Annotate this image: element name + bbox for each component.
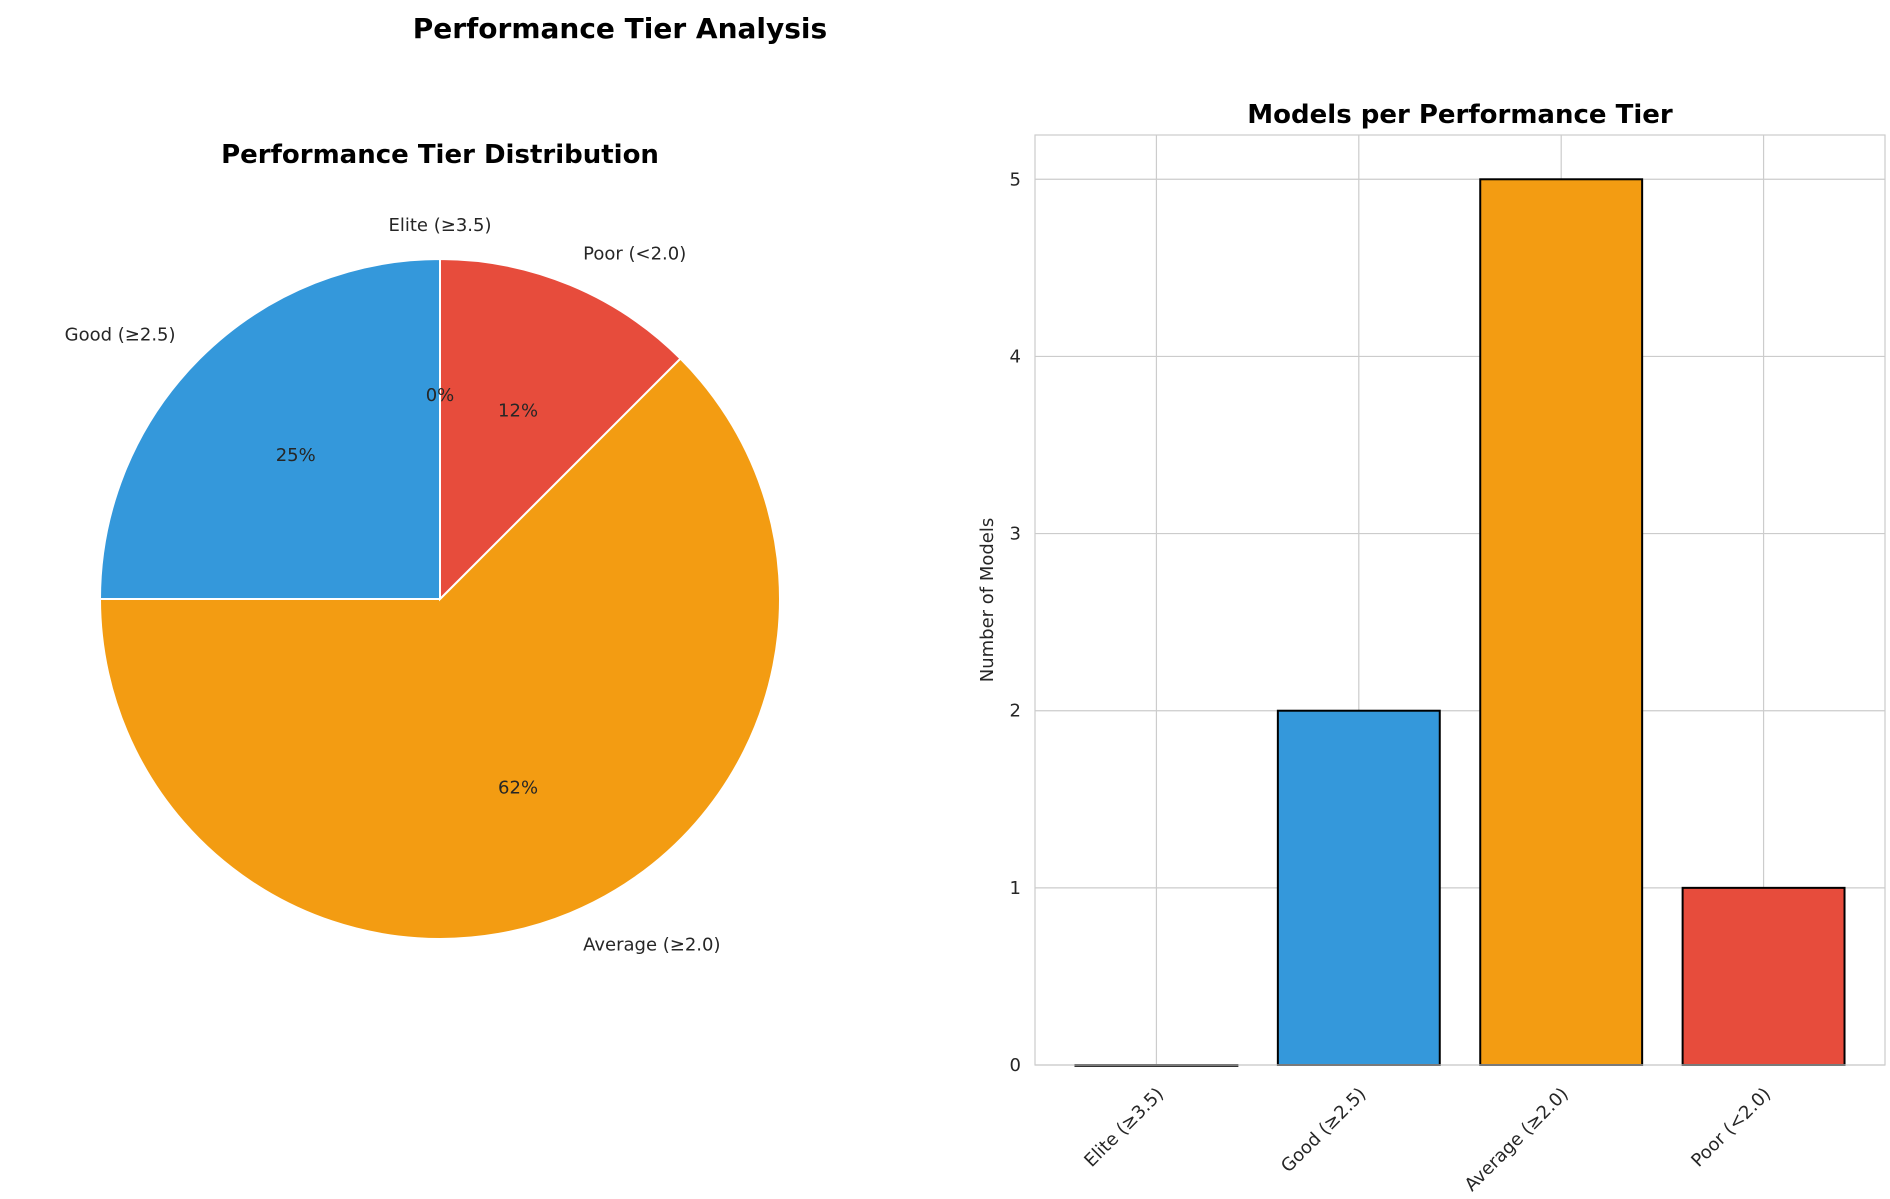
pie-label-elite-3-5: Elite (≥3.5) <box>389 215 492 236</box>
pie-slices <box>98 257 781 940</box>
bar-series <box>1074 178 1846 1067</box>
pie-percent-average-2-0: 62% <box>498 777 538 798</box>
y-tick-label: 4 <box>1010 346 1021 367</box>
x-tick-label-good-2-5: Good (≥2.5) <box>1277 1084 1370 1177</box>
pie-slice-good-2-5 <box>98 257 441 600</box>
x-tick-label-poor-2-0: Poor (<2.0) <box>1687 1084 1775 1172</box>
pie-percent-good-2-5: 25% <box>276 445 316 466</box>
bar-chart: Models per Performance Tier 0 1 2 3 4 5 Elite… <box>977 100 1886 1196</box>
y-tick-label: 1 <box>1010 878 1021 899</box>
pie-chart-title: Performance Tier Distribution <box>221 140 659 170</box>
bar-good-2-5 <box>1276 709 1441 1066</box>
pie-label-poor-2-0: Poor (<2.0) <box>583 243 686 264</box>
pie-label-good-2-5: Good (≥2.5) <box>65 325 176 346</box>
y-tick-label: 3 <box>1010 524 1021 545</box>
x-tick-label-elite-3-5: Elite (≥3.5) <box>1080 1084 1168 1172</box>
pie-slice-poor-2-0 <box>439 257 682 602</box>
y-tick-label: 0 <box>1010 1055 1021 1076</box>
bar-average-2-0 <box>1479 178 1644 1067</box>
y-axis-label: Number of Models <box>977 518 998 683</box>
pie-percent-poor-2-0: 12% <box>498 401 538 422</box>
x-axis-ticks: Elite (≥3.5) Good (≥2.5) Average (≥2.0) Poo… <box>1080 1084 1775 1196</box>
pie-labels: Elite (≥3.5) 0% Good (≥2.5) 25% Average (≥2.… <box>65 215 721 956</box>
x-tick-label-average-2-0: Average (≥2.0) <box>1461 1084 1573 1196</box>
pie-chart: Performance Tier Distribution Elite (≥3.… <box>65 140 781 956</box>
bar-poor-2-0 <box>1681 886 1846 1066</box>
bar-chart-title: Models per Performance Tier <box>1247 100 1673 130</box>
y-tick-label: 2 <box>1010 701 1021 722</box>
pie-slice-average-2-0 <box>98 357 781 940</box>
bar-axes-frame <box>1034 134 1886 1066</box>
figure-title: Performance Tier Analysis <box>413 12 827 45</box>
y-tick-label: 5 <box>1010 169 1021 190</box>
pie-label-average-2-0: Average (≥2.0) <box>583 935 720 956</box>
pie-percent-elite-3-5: 0% <box>426 385 455 406</box>
y-axis-ticks: 0 1 2 3 4 5 <box>1010 169 1021 1076</box>
